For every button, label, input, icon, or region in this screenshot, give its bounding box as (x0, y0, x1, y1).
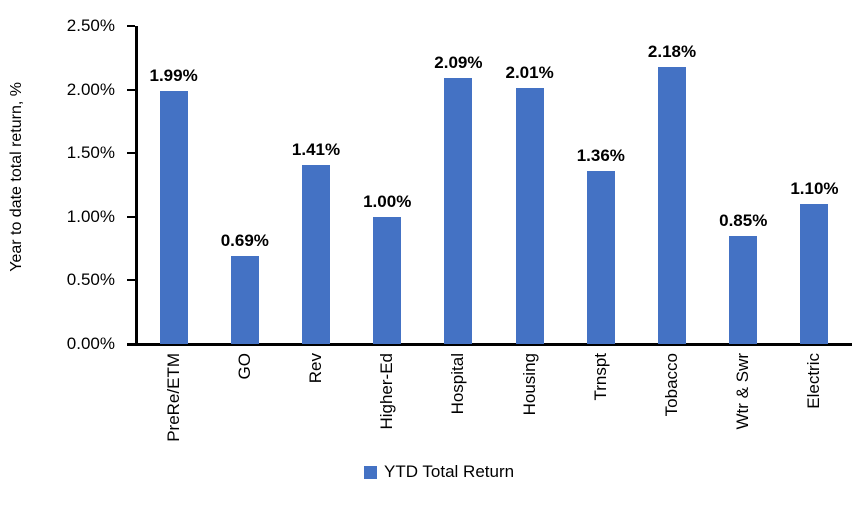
x-tick-label: Wtr & Swr (733, 353, 753, 430)
x-tick-label: PreRe/ETM (163, 353, 183, 442)
bar-hospital (444, 78, 473, 344)
bar-wtr-swr (729, 235, 758, 344)
bar-value-label: 1.36% (576, 146, 625, 166)
x-axis-line (127, 343, 852, 346)
bar-slot: 1.36% (565, 26, 636, 344)
x-tick-label: Electric (804, 353, 824, 409)
x-tick-label-slot: Housing (494, 353, 565, 465)
y-tick-mark (127, 25, 135, 27)
y-tick-label: 0.00% (66, 334, 115, 353)
bar-slot: 1.00% (352, 26, 423, 344)
plot-area: 1.99% 0.69% 1.41% 1.00% 2.09% 2.01% 1.36% 2.18%… (138, 26, 850, 344)
bar-trnspt (586, 171, 615, 344)
y-tick-label: 2.00% (66, 79, 115, 99)
x-tick-label-slot: Wtr & Swr (708, 353, 779, 465)
legend: YTD Total Return (364, 462, 514, 482)
x-tick-label: Housing (519, 353, 539, 416)
y-tick-label: 1.00% (66, 206, 115, 226)
x-tick-label: Trnspt (590, 353, 610, 401)
legend-marker-icon (364, 465, 377, 479)
x-axis-labels: PreRe/ETM GO Rev Higher-Ed Hospital Housing Tr… (138, 353, 850, 465)
bar-electric (800, 204, 829, 344)
bar-value-label: 1.41% (291, 139, 341, 159)
bar-slot: 1.41% (280, 26, 351, 344)
bar-tobacco (658, 66, 687, 344)
bar-value-label: 1.00% (363, 191, 412, 211)
bar-slot: 1.10% (779, 26, 850, 344)
x-tick-label-slot: Higher-Ed (352, 353, 423, 465)
bar-slot: 1.99% (138, 26, 209, 344)
y-axis-line (135, 26, 138, 346)
y-tick-label: 0.50% (66, 270, 115, 290)
bar-slot: 0.69% (209, 26, 280, 344)
bar-slot: 2.01% (494, 26, 565, 344)
bar-housing (515, 88, 544, 344)
y-axis: 0.00% 0.50% 1.00% 1.50% 2.00% 2.50% (0, 16, 135, 353)
legend-label: YTD Total Return (384, 462, 515, 481)
x-tick-label: GO (234, 353, 254, 380)
x-tick-label: Hospital (448, 353, 468, 415)
bar-value-label: 2.09% (434, 53, 483, 73)
y-tick-label: 1.50% (66, 143, 115, 163)
bar-higher-ed (373, 216, 402, 344)
bar-value-label: 2.18% (647, 41, 697, 61)
bar-rev (302, 164, 330, 344)
bar-slot: 2.09% (423, 26, 494, 344)
bar-value-label: 1.10% (790, 179, 839, 199)
x-tick-label-slot: GO (209, 353, 280, 465)
x-tick-label-slot: Hospital (423, 353, 494, 465)
x-tick-label: Tobacco (662, 353, 682, 417)
x-tick-label-slot: Trnspt (565, 353, 636, 465)
y-tick-label: 2.50% (66, 16, 115, 35)
x-tick-label-slot: PreRe/ETM (138, 353, 209, 465)
x-tick-label: Higher-Ed (377, 353, 397, 430)
bar-slot: 2.18% (636, 26, 707, 344)
x-tick-label-slot: Rev (280, 353, 351, 465)
x-tick-label-slot: Tobacco (636, 353, 707, 465)
y-tick-mark (127, 88, 135, 91)
bar-value-label: 0.85% (719, 210, 768, 230)
y-tick-mark (127, 279, 135, 282)
bar-value-label: 0.69% (220, 231, 269, 251)
bar-prere-etm (159, 90, 188, 344)
y-tick-mark (127, 152, 135, 155)
x-tick-label-slot: Electric (779, 353, 850, 465)
bar-go (230, 256, 259, 344)
bar-value-label: 1.99% (149, 65, 198, 85)
x-tick-label: Rev (306, 353, 325, 384)
bar-slot: 0.85% (708, 26, 779, 344)
bar-value-label: 2.01% (505, 63, 554, 83)
y-tick-mark (127, 215, 135, 218)
